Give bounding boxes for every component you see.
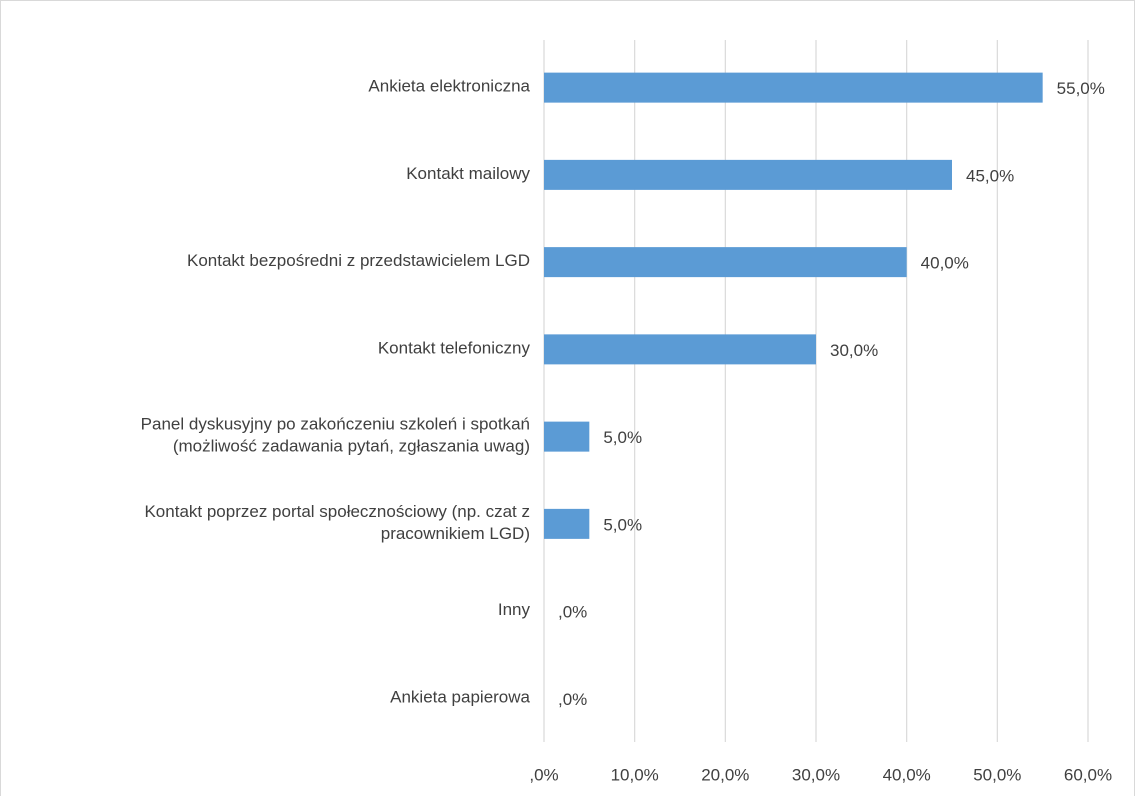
data-label: 5,0% [603,515,642,534]
y-tick-label: Kontakt telefoniczny [378,339,531,358]
x-tick-label: 40,0% [883,765,931,784]
x-tick-label: 10,0% [611,765,659,784]
data-label: 55,0% [1057,79,1105,98]
bar [544,421,590,452]
bar [544,72,1043,103]
data-label: 45,0% [966,166,1014,185]
data-label: 40,0% [921,254,969,273]
y-tick-label: Ankieta papierowa [390,688,530,707]
y-tick-label: Ankieta elektroniczna [368,77,530,96]
data-label: ,0% [558,690,587,709]
x-tick-label: 50,0% [973,765,1021,784]
x-tick-label: 30,0% [792,765,840,784]
data-label: 30,0% [830,341,878,360]
bar [544,247,907,278]
x-tick-label: ,0% [529,765,558,784]
y-tick-label: Kontakt mailowy [406,164,530,183]
bar [544,159,952,190]
bar [544,508,590,539]
data-label: 5,0% [603,428,642,447]
y-tick-label: Kontakt poprzez portal społecznościowy (… [144,502,530,543]
bar [544,334,816,365]
y-tick-label: Kontakt bezpośredni z przedstawicielem L… [187,252,530,271]
y-tick-label: Inny [498,601,531,620]
data-label: ,0% [558,603,587,622]
x-tick-label: 20,0% [701,765,749,784]
y-tick-label: Panel dyskusyjny po zakończeniu szkoleń … [141,415,530,456]
x-tick-label: 60,0% [1064,765,1112,784]
